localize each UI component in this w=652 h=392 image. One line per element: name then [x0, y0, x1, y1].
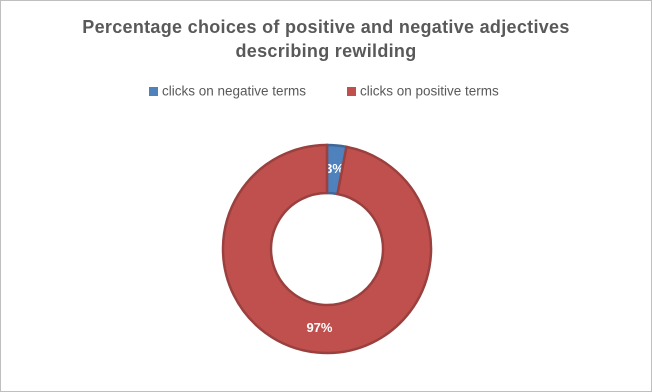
data-label: 3% [325, 161, 344, 176]
chart-title: Percentage choices of positive and negat… [82, 17, 570, 61]
legend-swatch [149, 87, 158, 96]
legend-swatch [347, 87, 356, 96]
data-label: 97% [306, 320, 332, 335]
legend-label: clicks on positive terms [360, 84, 499, 99]
legend-label: clicks on negative terms [162, 84, 306, 99]
donut-segment [221, 143, 433, 355]
